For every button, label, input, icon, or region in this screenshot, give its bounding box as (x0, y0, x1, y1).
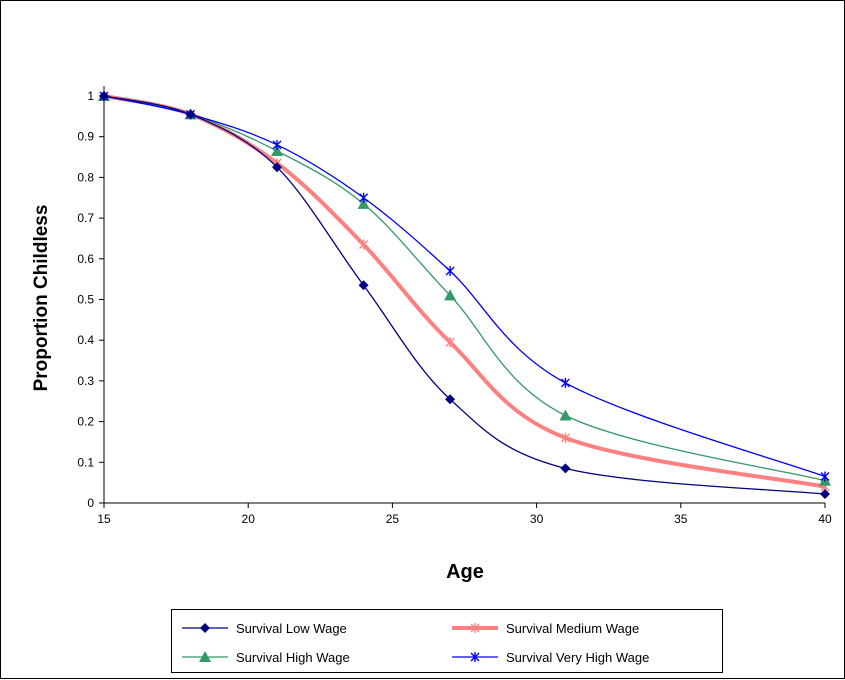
series-survival-very-high-wage (99, 91, 830, 482)
data-point-survival-very-high-wage (445, 266, 455, 277)
data-point-survival-high-wage (444, 289, 457, 301)
series-line-survival-very-high-wage (103, 95, 826, 478)
data-point-survival-low-wage (560, 463, 571, 474)
y-tick-label: 0.8 (77, 170, 94, 184)
data-point-survival-very-high-wage (272, 139, 282, 150)
data-point-survival-high-wage (357, 197, 370, 209)
data-point-survival-very-high-wage (820, 471, 830, 482)
legend-swatch-high-wage (182, 651, 228, 662)
data-point-survival-very-high-wage (560, 377, 570, 388)
legend-marker (199, 651, 211, 662)
x-tick-label: 20 (242, 512, 256, 526)
legend-item-low-wage: Survival Low Wage (180, 617, 347, 639)
y-tick-label: 0.6 (77, 252, 94, 266)
x-tick-label: 30 (530, 512, 544, 526)
data-point-survival-high-wage (271, 144, 284, 156)
legend-swatch-low-wage (182, 623, 228, 633)
legend-label-high-wage: Survival High Wage (236, 649, 350, 665)
series-survival-low-wage (99, 91, 830, 500)
y-tick-label: 0.3 (77, 374, 94, 388)
y-axis-title: Proportion Childless (31, 205, 52, 392)
y-tick-label: 0.1 (77, 455, 94, 469)
y-tick-label: 0.5 (77, 293, 94, 307)
legend-swatch-very-high-wage (452, 652, 498, 662)
y-tick-label: 1 (87, 89, 94, 103)
y-tick-label: 0.7 (77, 211, 94, 225)
data-point-survival-low-wage (99, 91, 109, 101)
data-point-survival-low-wage (445, 394, 456, 405)
data-point-survival-low-wage (820, 489, 830, 500)
x-tick-label: 15 (97, 512, 111, 526)
data-point-survival-high-wage (559, 409, 572, 421)
legend-marker (470, 652, 480, 662)
legend-swatch-medium-wage (452, 623, 498, 633)
legend-item-medium-wage: Survival Medium Wage (450, 617, 639, 639)
axes: 0 0.1 0.2 0.3 0.4 0.5 0.6 0.7 0.8 0.9 1 15 20 25 30 35 4… (77, 86, 832, 526)
legend-label-low-wage: Survival Low Wage (236, 620, 347, 636)
series-survival-high-wage (98, 90, 831, 486)
x-axis-title: Age (446, 561, 484, 583)
data-point-survival-very-high-wage (359, 192, 369, 203)
legend-label-medium-wage: Survival Medium Wage (506, 620, 640, 636)
series-line-survival-high-wage (103, 95, 826, 482)
x-tick-label: 35 (674, 512, 688, 526)
legend-marker (470, 623, 480, 633)
series-survival-medium-wage (99, 91, 830, 492)
series-line-survival-low-wage (103, 95, 826, 495)
x-tick-label: 40 (818, 512, 832, 526)
legend-label-very-high-wage: Survival Very High Wage (506, 649, 650, 665)
data-point-survival-low-wage (272, 162, 283, 173)
legend-item-very-high-wage: Survival Very High Wage (450, 646, 649, 668)
legend-marker (200, 623, 210, 633)
y-tick-label: 0.4 (77, 333, 94, 347)
x-tick-label: 25 (386, 512, 400, 526)
legend: Survival Low Wage Survival Medium Wage S… (171, 609, 723, 673)
y-tick-label: 0.9 (77, 130, 94, 144)
y-tick-label: 0 (87, 496, 94, 510)
series-lines (98, 90, 831, 500)
legend-item-high-wage: Survival High Wage (180, 646, 350, 668)
data-point-survival-medium-wage (359, 239, 369, 250)
data-point-survival-low-wage (185, 109, 196, 120)
series-line-survival-medium-wage (103, 94, 826, 489)
y-tick-label: 0.2 (77, 415, 94, 429)
data-point-survival-medium-wage (560, 432, 570, 443)
data-point-survival-medium-wage (445, 337, 455, 348)
data-point-survival-low-wage (358, 280, 369, 291)
